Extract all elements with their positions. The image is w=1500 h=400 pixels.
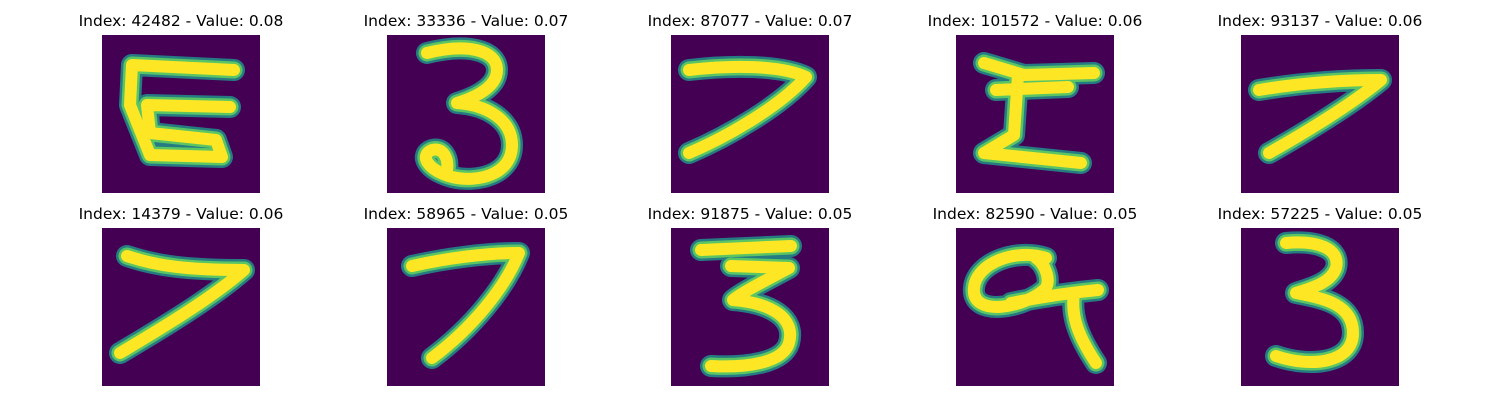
digit-3-icon [387, 35, 545, 193]
digit-panel-9: Index: 82590 - Value: 0.05 [920, 204, 1150, 386]
panel-title: Index: 14379 - Value: 0.06 [78, 205, 284, 223]
digit-5-icon [956, 35, 1114, 193]
digit-panel-1: Index: 42482 - Value: 0.08 [66, 11, 296, 193]
panel-title: Index: 33336 - Value: 0.07 [363, 12, 569, 30]
digit-7-icon [387, 228, 545, 386]
digit-panel-10: Index: 57225 - Value: 0.05 [1205, 204, 1435, 386]
panel-title: Index: 58965 - Value: 0.05 [363, 205, 569, 223]
panel-title: Index: 91875 - Value: 0.05 [647, 205, 853, 223]
digit-image-svg [671, 35, 829, 193]
digit-panel-3: Index: 87077 - Value: 0.07 [635, 11, 865, 193]
digit-panel-5: Index: 93137 - Value: 0.06 [1205, 11, 1435, 193]
panel-title: Index: 93137 - Value: 0.06 [1217, 12, 1423, 30]
digit-image-svg [956, 35, 1114, 193]
panel-title: Index: 57225 - Value: 0.05 [1217, 205, 1423, 223]
digit-panel-2: Index: 33336 - Value: 0.07 [351, 11, 581, 193]
panel-title: Index: 82590 - Value: 0.05 [932, 205, 1138, 223]
digit-image-svg [387, 228, 545, 386]
digit-image-svg [102, 228, 260, 386]
panel-title: Index: 87077 - Value: 0.07 [647, 12, 853, 30]
digit-image-svg [956, 228, 1114, 386]
digit-image-svg [387, 35, 545, 193]
digit-3-icon [671, 228, 829, 386]
digit-panel-8: Index: 91875 - Value: 0.05 [635, 204, 865, 386]
digit-image-svg [1241, 35, 1399, 193]
digit-7-icon [102, 228, 260, 386]
digit-image-svg [671, 228, 829, 386]
digit-5-icon [102, 35, 260, 193]
digit-panel-7: Index: 58965 - Value: 0.05 [351, 204, 581, 386]
digit-7-icon [671, 35, 829, 193]
panel-title: Index: 101572 - Value: 0.06 [927, 12, 1143, 30]
digit-image-svg [1241, 228, 1399, 386]
digit-7-icon [1241, 35, 1399, 193]
digit-panel-4: Index: 101572 - Value: 0.06 [920, 11, 1150, 193]
digit-panel-6: Index: 14379 - Value: 0.06 [66, 204, 296, 386]
panel-title: Index: 42482 - Value: 0.08 [78, 12, 284, 30]
digit-3-icon [1241, 228, 1399, 386]
digit-image-svg [102, 35, 260, 193]
digit-9-icon [956, 228, 1114, 386]
